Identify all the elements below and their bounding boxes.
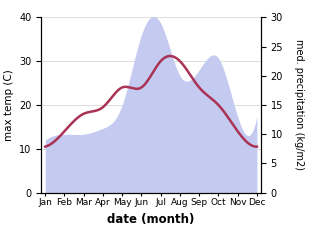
X-axis label: date (month): date (month) xyxy=(107,213,195,226)
Y-axis label: max temp (C): max temp (C) xyxy=(4,69,14,141)
Y-axis label: med. precipitation (kg/m2): med. precipitation (kg/m2) xyxy=(294,40,304,170)
